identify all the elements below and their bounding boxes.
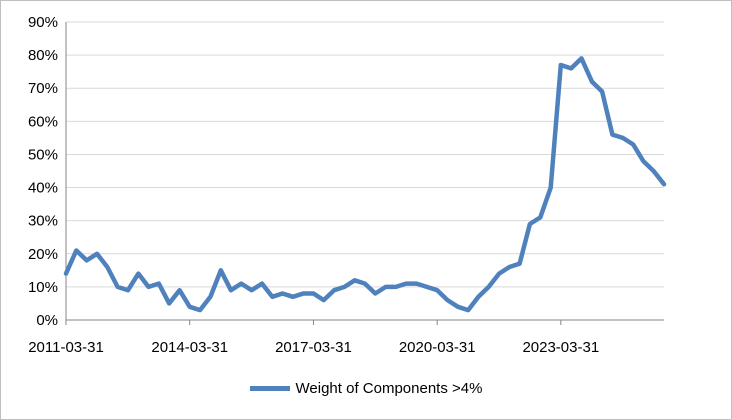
legend-label: Weight of Components >4% xyxy=(295,379,483,397)
y-tick-label: 10% xyxy=(28,279,58,296)
y-axis-tick-labels: 0% 10% 20% 30% 40% 50% 60% 70% 80% 90% xyxy=(28,14,58,329)
x-tick-label: 2023-03-31 xyxy=(522,339,599,356)
series-layer xyxy=(63,56,667,313)
y-tick-label: 50% xyxy=(28,146,58,163)
x-tick-label: 2014-03-31 xyxy=(151,339,228,356)
x-axis-tick-labels: 2011-03-31 2014-03-31 2017-03-31 2020-03-31… xyxy=(28,339,599,356)
legend: Weight of Components >4% xyxy=(0,376,732,400)
y-tick-label: 90% xyxy=(28,14,58,31)
y-tick-label: 20% xyxy=(28,246,58,263)
y-tick-label: 80% xyxy=(28,47,58,64)
grid-lines xyxy=(66,21,664,288)
x-tick-label: 2020-03-31 xyxy=(399,339,476,356)
series-line xyxy=(63,56,667,313)
y-tick-label: 0% xyxy=(36,312,58,329)
y-tick-label: 40% xyxy=(28,180,58,197)
x-tick-label: 2011-03-31 xyxy=(28,339,104,356)
y-tick-label: 30% xyxy=(28,213,58,230)
y-tick-label: 70% xyxy=(28,80,58,97)
y-tick-label: 60% xyxy=(28,113,58,130)
x-tick-label: 2017-03-31 xyxy=(275,339,352,356)
legend-swatch xyxy=(249,385,290,391)
